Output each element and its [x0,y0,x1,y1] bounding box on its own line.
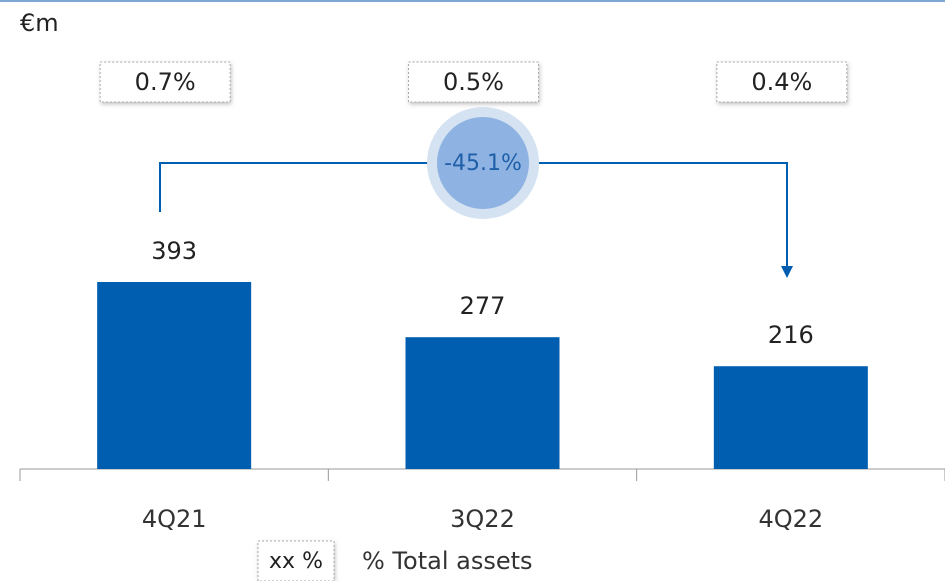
x-tick-label: 4Q21 [142,505,207,533]
share-box [408,61,539,103]
legend-box-text: xx % [269,549,323,574]
value-label: 393 [151,237,197,265]
change-bubble [437,117,529,209]
legend-box [257,540,335,581]
value-label: 277 [460,292,506,320]
change-label: -45.1% [444,151,522,176]
share-label: 0.7% [135,68,196,96]
unit-label: €m [20,9,59,37]
share-label: 0.4% [751,68,812,96]
x-tick-label: 4Q22 [758,505,823,533]
bar [713,366,868,469]
legend-label: % Total assets [362,547,533,575]
share-box [716,61,848,103]
share-box [99,61,231,103]
bar [97,282,252,469]
value-label: 216 [768,321,814,349]
bar [405,337,560,469]
share-label: 0.5% [443,68,504,96]
x-tick-label: 3Q22 [450,505,515,533]
